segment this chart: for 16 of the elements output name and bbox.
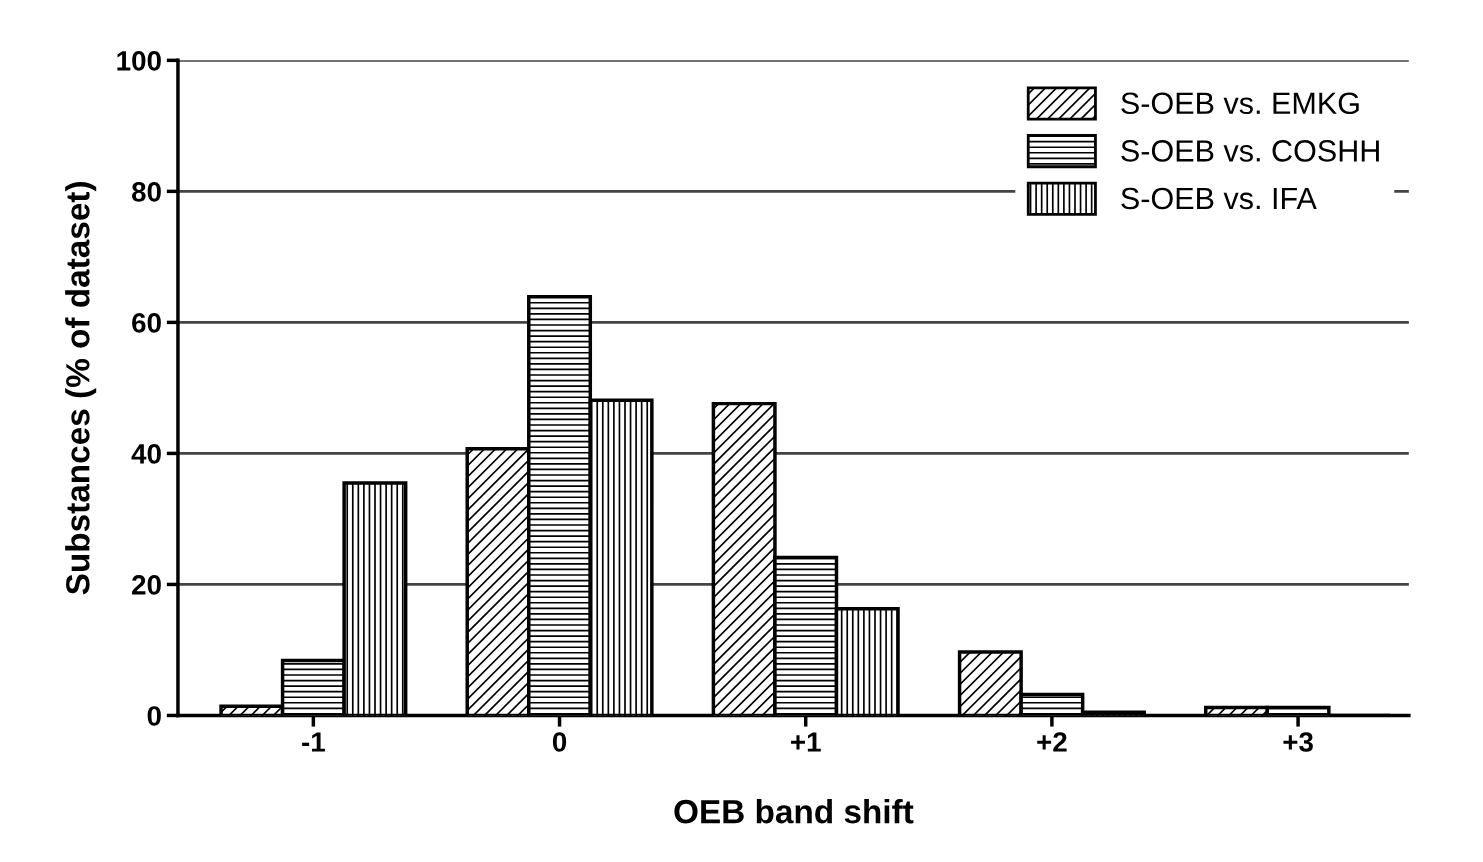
legend-label: S-OEB vs. IFA <box>1121 187 1317 210</box>
legend-label: S-OEB vs. EMKG <box>1121 92 1359 115</box>
x-axis-title: OEB band shift <box>674 798 914 824</box>
y-tick-label: 40 <box>131 444 161 464</box>
y-tick-label: 0 <box>147 706 161 726</box>
y-tick-label: 80 <box>131 182 161 202</box>
x-tick-label: -1 <box>302 732 325 752</box>
x-tick-label: +3 <box>1283 732 1313 752</box>
y-axis-title: Substances (% of dataset) <box>65 182 97 595</box>
y-tick-label: 60 <box>132 313 161 333</box>
y-tick-label: 20 <box>132 575 161 595</box>
y-tick-label: 100 <box>117 51 161 71</box>
x-tick-label: +2 <box>1037 732 1067 752</box>
x-tick-label: 0 <box>552 732 567 752</box>
legend-label: S-OEB vs. COSHH <box>1121 140 1379 162</box>
x-tick-label: +1 <box>791 732 821 752</box>
